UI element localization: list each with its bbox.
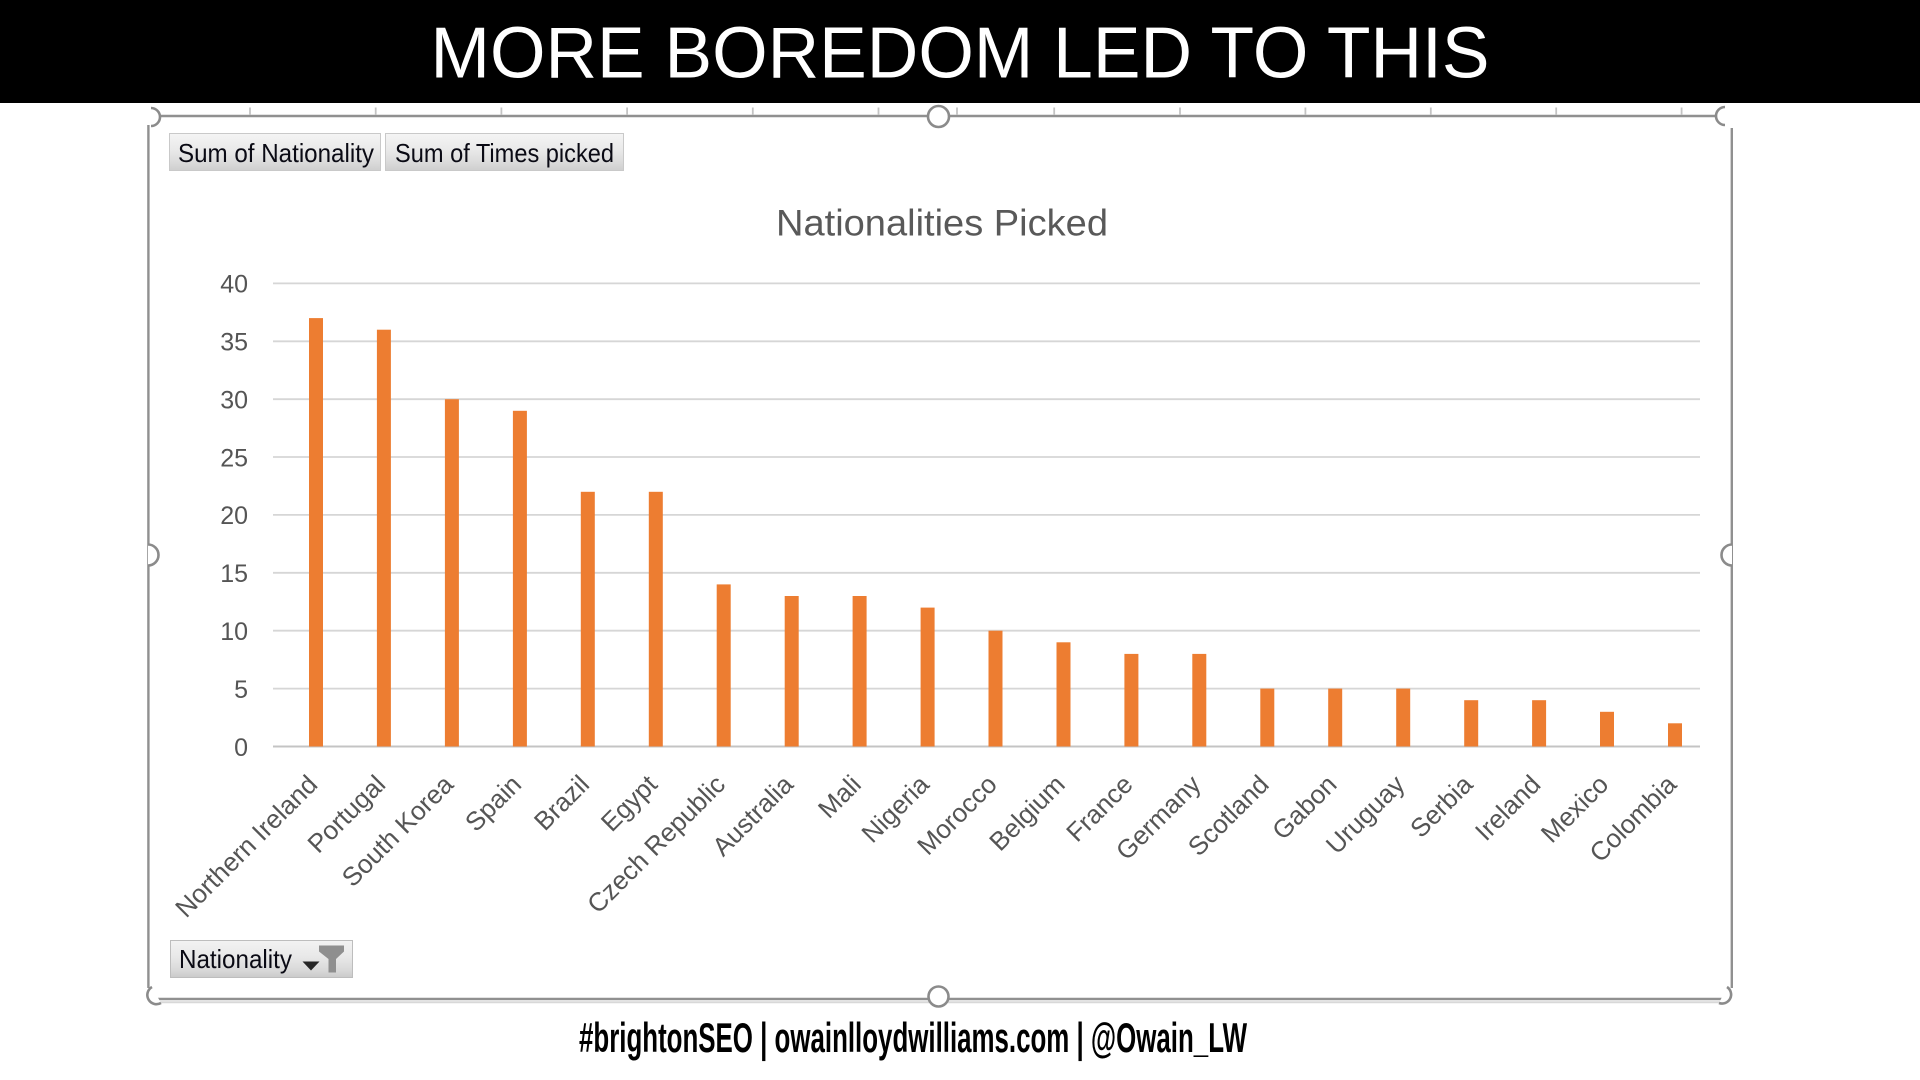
svg-text:Sum of Times picked: Sum of Times picked — [395, 138, 614, 168]
svg-text:Nationalities Picked: Nationalities Picked — [776, 202, 1108, 243]
svg-text:Ireland: Ireland — [1469, 769, 1546, 846]
svg-text:Spain: Spain — [459, 769, 527, 837]
svg-text:#brightonSEO | owainlloydwilli: #brightonSEO | owainlloydwilliams.com | … — [579, 1014, 1247, 1062]
svg-text:0: 0 — [234, 734, 248, 762]
svg-text:Mali: Mali — [812, 769, 867, 824]
svg-text:Serbia: Serbia — [1404, 769, 1479, 844]
svg-text:35: 35 — [220, 329, 248, 357]
svg-text:Northern Ireland: Northern Ireland — [169, 769, 323, 923]
svg-text:5: 5 — [234, 676, 248, 704]
svg-text:Nationality: Nationality — [179, 944, 292, 974]
svg-text:Sum of Nationality: Sum of Nationality — [178, 138, 374, 168]
svg-text:10: 10 — [220, 618, 248, 646]
svg-text:40: 40 — [220, 271, 248, 299]
svg-text:20: 20 — [220, 502, 248, 530]
svg-text:Belgium: Belgium — [983, 769, 1071, 857]
svg-text:25: 25 — [220, 444, 248, 472]
svg-text:Brazil: Brazil — [528, 769, 595, 836]
svg-text:30: 30 — [220, 387, 248, 415]
svg-text:MORE BOREDOM LED TO THIS: MORE BOREDOM LED TO THIS — [431, 14, 1490, 94]
svg-text:15: 15 — [220, 560, 248, 588]
